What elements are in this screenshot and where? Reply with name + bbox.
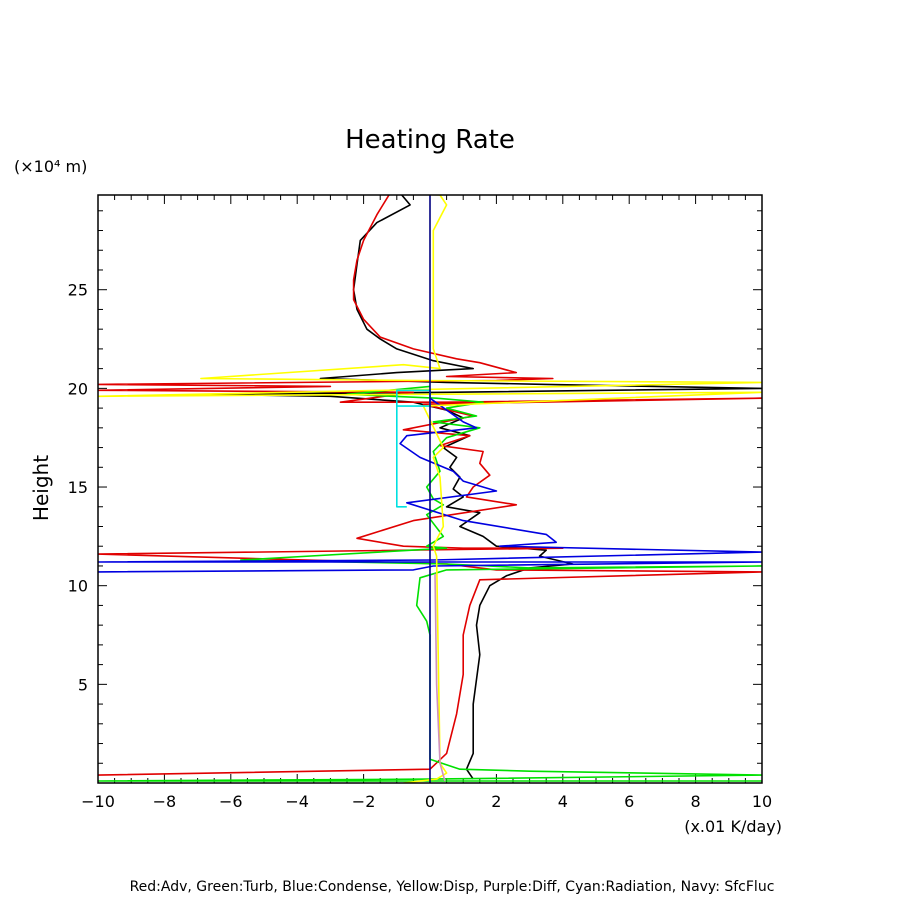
y-tick-label: 20: [68, 379, 88, 398]
series-line-total: [210, 195, 762, 780]
series-line-condense: [98, 397, 762, 573]
x-tick-label: 0: [425, 792, 435, 811]
chart-title: Heating Rate: [345, 125, 515, 155]
plot-frame: [97, 194, 763, 784]
x-tick-label: −10: [81, 792, 115, 811]
y-tick-label: 25: [68, 281, 88, 300]
x-tick-label: −8: [153, 792, 177, 811]
x-tick-label: 8: [691, 792, 701, 811]
x-axis-label: (x.01 K/day): [684, 817, 782, 836]
y-tick-label: 5: [78, 675, 88, 694]
x-tick-label: 4: [558, 792, 568, 811]
legend-text: Red:Adv, Green:Turb, Blue:Condense, Yell…: [130, 879, 775, 895]
y-tick-label: 10: [68, 577, 88, 596]
x-tick-label: 10: [752, 792, 772, 811]
y-tick-labels: 5 10 15 20 25: [68, 281, 88, 695]
x-tick-labels: −10 −8 −6 −4 −2 0 2 4 6 8 10: [81, 792, 772, 811]
x-tick-label: −6: [219, 792, 243, 811]
series-line-diff: [434, 573, 446, 782]
x-tick-label: −4: [285, 792, 309, 811]
y-unit-label: (×10⁴ m): [14, 157, 87, 176]
x-tick-label: −2: [352, 792, 376, 811]
x-tick-label: 2: [491, 792, 501, 811]
y-axis-label: Height: [29, 455, 53, 521]
plot-area: [98, 195, 762, 783]
y-tick-label: 15: [68, 478, 88, 497]
x-tick-label: 6: [624, 792, 634, 811]
